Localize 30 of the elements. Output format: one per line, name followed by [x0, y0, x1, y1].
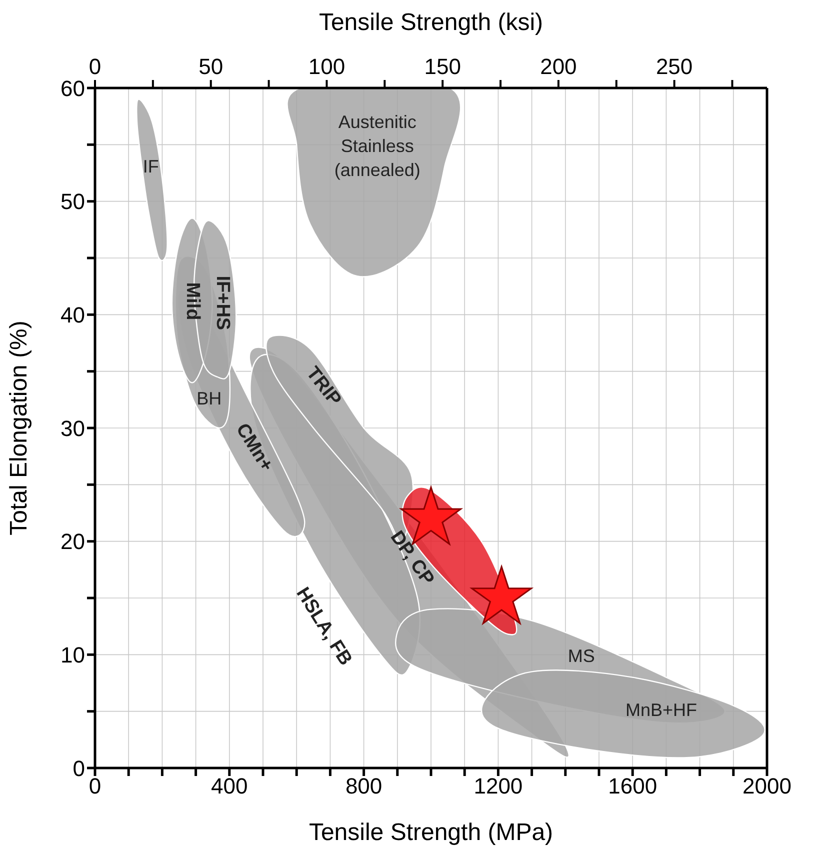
x2-tick-label: 0	[88, 54, 102, 79]
x2-axis-title: Tensile Strength (ksi)	[318, 9, 544, 36]
series-label: IF	[142, 156, 159, 176]
x-tick-label: 1600	[608, 774, 658, 799]
x2-tick-label: 100	[308, 54, 346, 79]
x-tick-label: 800	[345, 774, 382, 799]
series-label: Mild	[182, 282, 204, 320]
series-label: BH	[196, 388, 222, 408]
x2-tick-label: 50	[198, 54, 224, 79]
x-tick-label: 400	[211, 774, 248, 799]
x2-tick-label: 200	[540, 54, 577, 79]
series-label: Austenitic Stainless (annealed)	[334, 112, 420, 180]
y-tick-label: 0	[72, 756, 85, 781]
x2-tick-label: 250	[656, 54, 693, 79]
y-tick-label: 30	[60, 416, 85, 441]
y-tick-label: 10	[60, 642, 85, 668]
series-label: MS	[568, 646, 595, 666]
y-tick-label: 20	[60, 529, 85, 554]
y-tick-label: 40	[60, 302, 85, 328]
series-label: IF+HS	[212, 276, 233, 330]
y-axis-title: Total Elongation (%)	[5, 320, 32, 536]
series-label: MnB+HF	[625, 700, 698, 720]
x-tick-label: 1200	[474, 774, 523, 799]
x-axis-title: Tensile Strength (MPa)	[308, 819, 554, 846]
x-tick-label: 0	[88, 774, 102, 799]
series-label: DP, CP	[386, 527, 438, 590]
y-tick-label: 50	[60, 189, 85, 214]
x-tick-label: 2000	[742, 774, 792, 799]
y-tick-label: 60	[60, 76, 85, 101]
x2-tick-label: 150	[424, 54, 461, 79]
